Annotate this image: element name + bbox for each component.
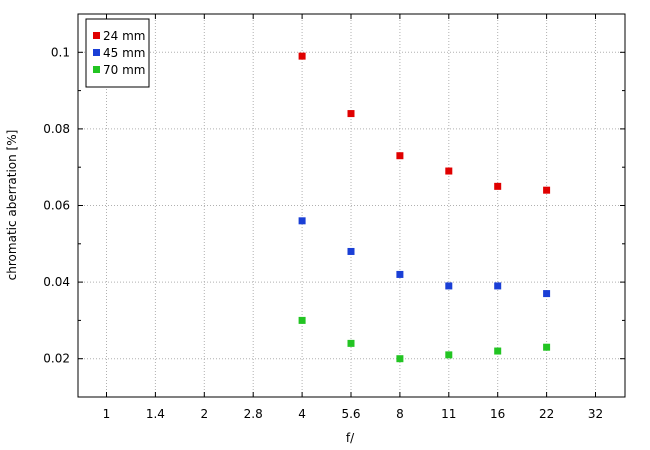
x-tick-labels: 1 1.4 2 2.8 4 5.6 8 11 16 22 32 [103,407,603,421]
data-point [347,339,355,347]
legend-label: 24 mm [103,29,145,43]
y-tick-label: 0.1 [51,45,70,59]
data-point [347,247,355,255]
x-tick-label: 2.8 [244,407,263,421]
tick-marks [78,13,625,398]
data-point [298,316,306,324]
data-point [494,347,502,355]
x-tick-label: 22 [539,407,554,421]
data-point [396,152,404,160]
data-point [298,217,306,225]
y-axis-label: chromatic aberration [%] [5,130,19,281]
data-point [396,355,404,363]
x-tick-label: 2 [200,407,208,421]
legend-swatch [93,66,100,73]
x-tick-label: 1 [103,407,111,421]
plot-frame [77,13,626,398]
x-tick-label: 8 [396,407,404,421]
x-tick-label: 32 [588,407,603,421]
x-tick-label: 16 [490,407,505,421]
legend-swatch [93,49,100,56]
data-point [445,167,453,175]
y-tick-label: 0.04 [43,275,70,289]
legend-swatch [93,32,100,39]
legend-label: 45 mm [103,46,145,60]
data-point [494,182,502,190]
x-tick-label: 5.6 [341,407,360,421]
data-point [347,110,355,118]
x-tick-label: 1.4 [146,407,165,421]
x-tick-label: 11 [441,407,456,421]
data-point [445,282,453,290]
data-point [494,282,502,290]
legend: 24 mm 45 mm 70 mm [85,18,150,88]
y-tick-label: 0.06 [43,199,70,213]
y-tick-labels: 0.02 0.04 0.06 0.08 0.1 [43,45,70,365]
x-axis-label: f/ [346,431,355,445]
y-tick-label: 0.02 [43,352,70,366]
x-tick-label: 4 [298,407,306,421]
data-point [543,343,551,351]
legend-label: 70 mm [103,63,145,77]
data-point [396,270,404,278]
data-point [543,186,551,194]
data-points [298,52,551,363]
data-point [445,351,453,359]
data-point [298,52,306,60]
y-tick-label: 0.08 [43,122,70,136]
data-point [543,290,551,298]
legend-box [85,18,150,88]
